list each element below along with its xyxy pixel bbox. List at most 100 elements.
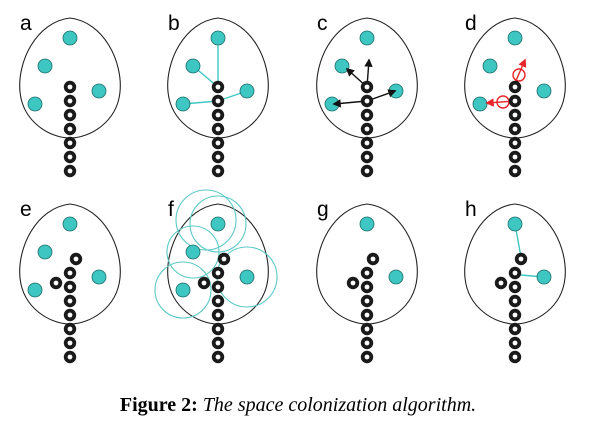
vein-node-hole <box>364 298 370 304</box>
caption-text: The space colonization algorithm. <box>202 394 477 416</box>
vein-node-hole <box>67 168 73 174</box>
vein-node-hole <box>512 168 518 174</box>
vein-node-hole <box>364 112 370 118</box>
vein-node-hole <box>67 112 73 118</box>
panel-label-f: f <box>168 198 174 221</box>
attractor-point <box>210 216 226 232</box>
vein-node-hole <box>370 256 376 262</box>
panel-label-a: a <box>20 12 32 35</box>
vein-node-hole <box>498 280 504 286</box>
vein-node-hole <box>364 140 370 146</box>
kill-zone-circle <box>189 195 247 253</box>
vein-node-hole <box>53 280 59 286</box>
figure-caption: Figure 2: The space colonization algorit… <box>0 394 596 417</box>
vein-node-hole <box>215 168 221 174</box>
vein-node-hole <box>364 270 370 276</box>
vein-node-hole <box>512 140 518 146</box>
vein-node-hole <box>215 98 221 104</box>
vein-node-hole <box>512 112 518 118</box>
panel-g: g <box>316 198 418 364</box>
vein-node-hole <box>201 280 207 286</box>
vein-node-hole <box>221 256 227 262</box>
vein-node-hole <box>67 298 73 304</box>
panel-label-d: d <box>465 12 477 35</box>
vein-node-hole <box>215 126 221 132</box>
attractor-point <box>91 83 107 99</box>
vein-node-hole <box>512 284 518 290</box>
vein-node-hole <box>512 340 518 346</box>
vein-node-hole <box>512 312 518 318</box>
kill-zone-circle <box>175 189 237 251</box>
panel-label-g: g <box>317 198 329 221</box>
vein-node-hole <box>67 312 73 318</box>
vein-node-hole <box>364 340 370 346</box>
attractor-point <box>37 244 53 260</box>
attractor-point <box>27 282 43 298</box>
vein-node-hole <box>215 154 221 160</box>
vein-node-hole <box>364 326 370 332</box>
panel-a: a <box>19 12 121 178</box>
panel-label-h: h <box>465 198 477 221</box>
vein-node-hole <box>215 312 221 318</box>
vein-node-hole <box>67 326 73 332</box>
attractor-point <box>37 58 53 74</box>
attractor-point <box>482 58 498 74</box>
panel-label-b: b <box>168 12 180 35</box>
vein-node-hole <box>364 354 370 360</box>
attractor-point <box>27 96 43 112</box>
vein-node-hole <box>364 98 370 104</box>
attractor-point <box>334 58 350 74</box>
attractor-point <box>359 216 375 232</box>
vein-node-hole <box>67 98 73 104</box>
attractor-point <box>185 58 201 74</box>
vein-node-hole <box>512 154 518 160</box>
vein-node-hole <box>512 270 518 276</box>
panel-label-c: c <box>317 12 328 35</box>
vein-node-hole <box>215 84 221 90</box>
vein-node-hole <box>512 98 518 104</box>
vein-node-hole <box>350 280 356 286</box>
vein-node-hole <box>364 84 370 90</box>
panel-h: h <box>464 198 566 364</box>
vein-node-hole <box>364 154 370 160</box>
attractor-point <box>91 269 107 285</box>
vein-node-hole <box>67 354 73 360</box>
new-direction-arrow <box>514 58 527 84</box>
attractor-point <box>175 282 191 298</box>
panel-d: d <box>464 12 566 178</box>
new-node-ring <box>512 68 526 82</box>
vein-node-hole <box>512 84 518 90</box>
attractor-point <box>359 30 375 46</box>
vein-node-hole <box>512 354 518 360</box>
attractor-point <box>175 96 191 112</box>
vein-node-hole <box>364 284 370 290</box>
attractor-point <box>507 30 523 46</box>
vein-node-hole <box>67 270 73 276</box>
panel-b: b <box>167 12 269 178</box>
vein-node-hole <box>215 270 221 276</box>
vein-node-hole <box>215 354 221 360</box>
vein-node-hole <box>67 84 73 90</box>
vein-node-hole <box>73 256 79 262</box>
attractor-point <box>239 269 255 285</box>
vein-node-hole <box>67 340 73 346</box>
attractor-point <box>536 269 552 285</box>
attractor-point <box>185 244 201 260</box>
kill-zone-circle <box>166 225 220 279</box>
panel-e: e <box>19 198 121 364</box>
vein-node-hole <box>67 126 73 132</box>
vein-node-hole <box>364 312 370 318</box>
panel-label-e: e <box>20 198 32 221</box>
attractor-point <box>472 96 488 112</box>
attractor-point <box>62 216 78 232</box>
vein-node-hole <box>67 154 73 160</box>
attractor-point <box>210 30 226 46</box>
vein-node-hole <box>215 112 221 118</box>
vein-node-hole <box>512 298 518 304</box>
caption-number: Figure 2: <box>119 394 198 416</box>
attractor-point <box>388 269 404 285</box>
panel-c: c <box>316 12 418 178</box>
kill-zone-circle <box>154 261 212 319</box>
vein-node-hole <box>215 340 221 346</box>
